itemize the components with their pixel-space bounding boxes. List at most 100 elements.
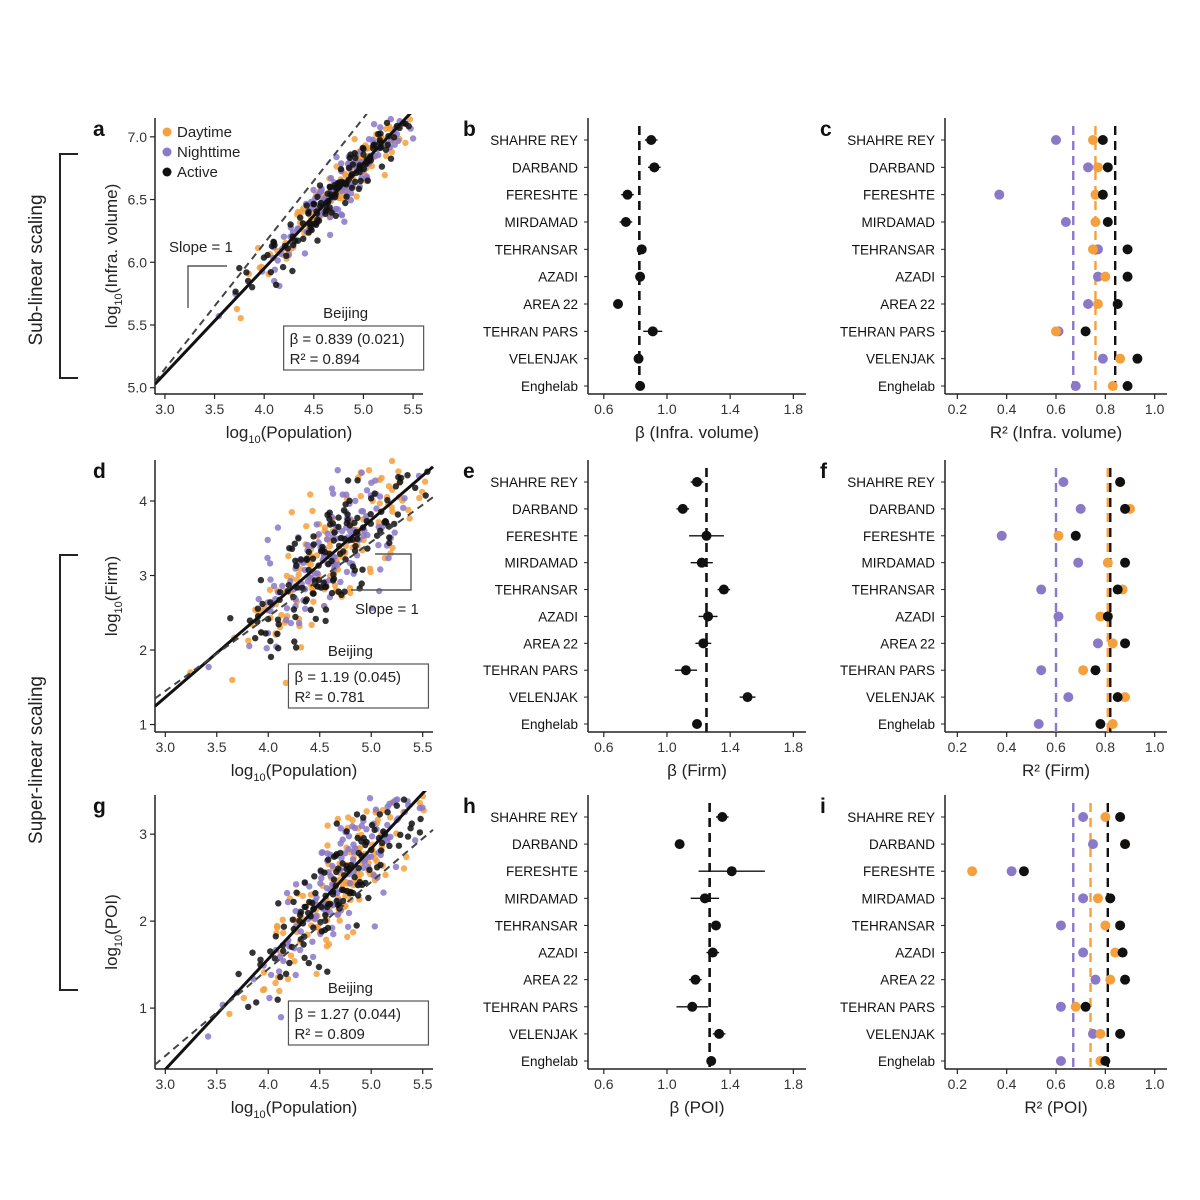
active-point xyxy=(346,890,353,897)
panel-g: 3.0 3.5 4.0 4.5 5.0 5.5 1 2 3 g log10(Population) l… xyxy=(93,791,434,1121)
active-point xyxy=(303,202,310,209)
active-point xyxy=(344,516,351,524)
daytime-point xyxy=(1120,692,1131,703)
estimate-point xyxy=(687,1001,698,1012)
active-point xyxy=(274,630,281,637)
legend-label: Active xyxy=(177,164,218,181)
active-point xyxy=(326,183,333,190)
daytime-point xyxy=(421,478,429,485)
x-tick-label: 3.0 xyxy=(156,1076,176,1092)
y-tick-label: 4 xyxy=(139,493,147,509)
active-point xyxy=(296,911,304,919)
active-point xyxy=(357,177,364,185)
nighttime-point xyxy=(1051,135,1061,145)
daytime-point xyxy=(1107,381,1118,391)
nighttime-point xyxy=(384,821,391,829)
nighttime-point xyxy=(287,619,295,627)
estimate-point xyxy=(717,812,728,822)
nighttime-point xyxy=(371,923,378,930)
nighttime-point xyxy=(204,1033,212,1040)
active-point xyxy=(400,796,408,803)
active-point xyxy=(378,839,386,847)
panel-c: 0.2 0.4 0.6 0.8 1.0 SHAHRE REY DARBAND FERESHTE… xyxy=(820,118,1167,442)
active-point xyxy=(1122,381,1133,391)
nighttime-point xyxy=(1078,893,1089,904)
nighttime-point xyxy=(329,490,337,497)
nighttime-point xyxy=(330,930,337,938)
nighttime-point xyxy=(1078,812,1089,822)
city-name: MIRDAMAD xyxy=(862,556,936,571)
sub-linear-bracket: Sub-linear scaling xyxy=(26,153,78,379)
nighttime-point xyxy=(274,524,282,531)
active-point xyxy=(271,955,278,962)
city-name: TEHRAN PARS xyxy=(840,663,935,678)
daytime-point xyxy=(403,853,410,860)
city-label: Beijing xyxy=(328,643,373,660)
stats-box xyxy=(287,1000,430,1046)
x-tick-label: 1.0 xyxy=(657,1076,677,1092)
daytime-point xyxy=(382,871,389,879)
active-point xyxy=(382,146,390,153)
city-name: FERESHTE xyxy=(863,529,935,544)
active-point xyxy=(1102,611,1113,622)
active-point xyxy=(368,495,375,502)
daytime-point xyxy=(1051,326,1061,337)
active-point xyxy=(358,580,365,587)
panel-d: 3.0 3.5 4.0 4.5 5.0 5.5 1 2 3 4 d log10(Population)… xyxy=(93,457,434,784)
estimate-point xyxy=(706,1056,717,1066)
daytime-point xyxy=(1092,162,1103,173)
active-point xyxy=(260,254,268,261)
daytime-point xyxy=(324,842,331,849)
x-tick-label: 0.8 xyxy=(1096,739,1116,755)
nighttime-point xyxy=(375,541,382,549)
active-point xyxy=(375,130,382,138)
nighttime-point xyxy=(376,493,384,500)
daytime-point xyxy=(378,474,385,482)
nighttime-point xyxy=(246,642,253,650)
estimate-point xyxy=(677,503,688,514)
active-point xyxy=(235,970,242,978)
active-point xyxy=(292,644,300,651)
city-name: DARBAND xyxy=(512,160,578,175)
y-tick-label: 6.5 xyxy=(128,192,148,208)
x-axis-label: R² (POI) xyxy=(1024,1098,1087,1117)
x-tick-label: 1.8 xyxy=(784,401,804,417)
stats-r2: R² = 0.894 xyxy=(290,351,360,368)
panel-label: a xyxy=(93,118,105,141)
nighttime-point xyxy=(337,825,344,832)
nighttime-point xyxy=(1036,584,1047,595)
active-point xyxy=(340,886,347,894)
daytime-point xyxy=(405,506,412,513)
city-name: Enghelab xyxy=(521,1054,578,1069)
nighttime-point xyxy=(255,595,262,603)
nighttime-point xyxy=(361,858,368,865)
y-tick-label: 5.5 xyxy=(128,317,148,333)
nighttime-point xyxy=(345,909,353,917)
plot-area xyxy=(155,791,434,1069)
city-name: SHAHRE REY xyxy=(847,133,935,148)
daytime-point xyxy=(375,519,382,526)
daytime-point xyxy=(388,457,396,465)
active-point xyxy=(408,820,415,827)
x-tick-label: 3.5 xyxy=(207,1076,227,1092)
nighttime-point xyxy=(301,250,309,257)
active-point xyxy=(245,1003,252,1011)
daytime-point xyxy=(298,208,306,215)
active-point xyxy=(339,897,347,905)
city-name: SHAHRE REY xyxy=(490,810,578,825)
nighttime-point xyxy=(317,188,324,196)
nighttime-point xyxy=(1055,1056,1066,1066)
nighttime-point xyxy=(338,211,345,218)
y-tick-label: 1 xyxy=(139,717,147,733)
active-point xyxy=(253,999,260,1006)
estimate-point xyxy=(690,974,701,985)
nighttime-point xyxy=(302,605,309,612)
estimate-point xyxy=(613,299,624,309)
estimate-point xyxy=(636,244,647,255)
active-point xyxy=(367,511,374,518)
active-point xyxy=(322,207,329,215)
active-point xyxy=(354,477,361,484)
city-name: TEHRANSAR xyxy=(495,918,579,933)
active-point xyxy=(1117,947,1128,958)
